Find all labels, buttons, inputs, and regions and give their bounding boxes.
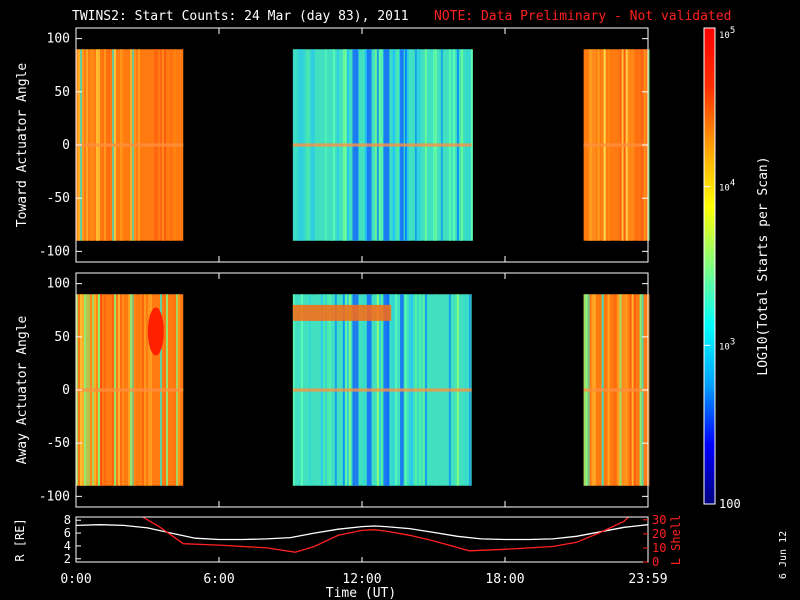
y-tick-label: -50 [47, 191, 70, 206]
orbit-ylabel-right: L Shell [669, 515, 683, 566]
chart-title: TWINS2: Start Counts: 24 Mar (day 83), 2… [72, 9, 409, 24]
y-tick-label: -100 [39, 489, 70, 504]
y-tick-label: 0 [62, 383, 70, 398]
y-tick-label: -50 [47, 436, 70, 451]
orbit-ylabel-left: R [RE] [13, 518, 27, 561]
x-axis-label: Time (UT) [326, 586, 396, 600]
data-band [292, 304, 392, 321]
y-tick-label: 6 [64, 526, 71, 540]
x-tick-label: 18:00 [485, 572, 524, 587]
colorbar-tick-label: 100 [719, 497, 741, 511]
colorbar [703, 27, 716, 505]
toward-ylabel: Toward Actuator Angle [15, 63, 30, 228]
x-tick-label: 0:00 [60, 572, 91, 587]
data-stripe [647, 49, 650, 241]
y-tick-label-right: 20 [652, 527, 666, 541]
y-tick-label-right: 0 [652, 555, 659, 569]
zero-angle-band [292, 143, 472, 147]
colorbar-tick-label: 103 [719, 337, 735, 352]
y-tick-label: 50 [54, 330, 70, 345]
y-tick-label-right: 10 [652, 541, 666, 555]
data-stripe [470, 49, 473, 241]
y-tick-label: 2 [64, 552, 71, 566]
y-tick-label: 0 [62, 138, 70, 153]
radius-line [76, 524, 648, 541]
y-tick-label: 100 [47, 32, 70, 47]
y-tick-label: -100 [39, 244, 70, 259]
zero-angle-band [76, 143, 184, 147]
y-tick-label: 4 [64, 539, 71, 553]
colorbar-label: LOG10(Total Starts per Scan) [756, 156, 771, 375]
y-tick-label: 50 [54, 85, 70, 100]
x-tick-label: 12:00 [342, 572, 381, 587]
x-tick-label: 23:59 [628, 572, 667, 587]
zero-angle-band [76, 388, 184, 392]
zero-angle-band [583, 388, 648, 392]
colorbar-tick-label: 105 [719, 26, 735, 41]
y-tick-label: 8 [64, 513, 71, 527]
colorbar-tick-label: 104 [719, 179, 735, 194]
chart-note: NOTE: Data Preliminary - Not validated [434, 9, 731, 24]
orbit-frame [75, 516, 649, 563]
x-tick-label: 6:00 [203, 572, 234, 587]
toward-panel: 100 50 0 -50 -100 [39, 27, 650, 263]
zero-angle-band [583, 143, 648, 147]
zero-angle-band [292, 388, 472, 392]
y-tick-label: 100 [47, 277, 70, 292]
hot-spot [147, 307, 164, 356]
y-tick-label-right: 30 [652, 513, 666, 527]
away-ylabel: Away Actuator Angle [15, 315, 30, 464]
date-stamp: 6 Jun 12 [778, 531, 789, 579]
lshell-line [141, 517, 630, 553]
away-panel: 100 50 0 -50 -100 [39, 272, 650, 508]
data-stripe [647, 294, 650, 486]
